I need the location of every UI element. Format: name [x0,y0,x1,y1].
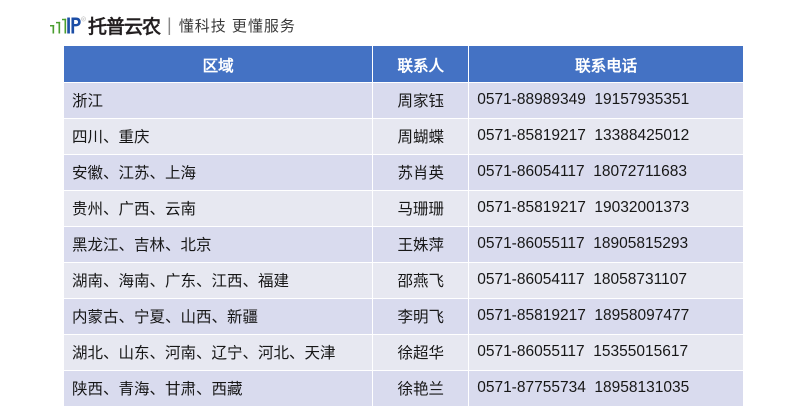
svg-text:R: R [83,18,85,21]
